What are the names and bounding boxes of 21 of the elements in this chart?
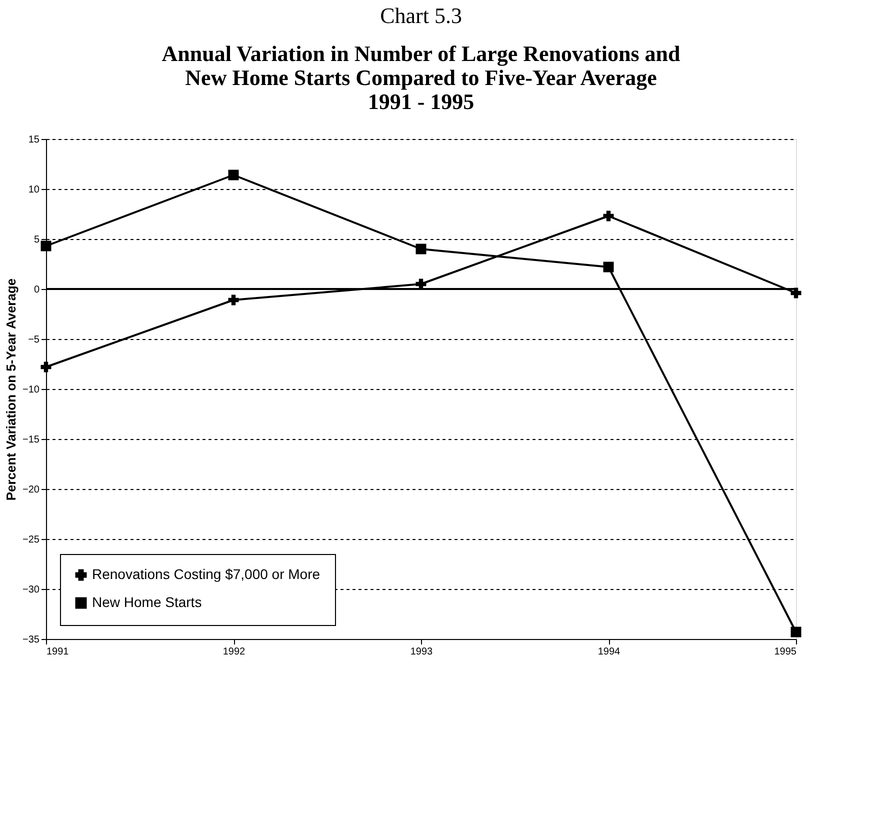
- y-tick-label: −25: [22, 534, 40, 546]
- x-tick-label: 1995: [774, 646, 797, 658]
- y-tick-label: −5: [28, 334, 40, 346]
- y-tick-label: −20: [22, 484, 40, 496]
- legend-label: New Home Starts: [92, 594, 202, 610]
- x-tick-label: 1994: [598, 646, 621, 658]
- y-tick-label: −15: [22, 434, 40, 446]
- x-tick-label: 1991: [46, 646, 70, 658]
- legend-label: Renovations Costing $7,000 or More: [92, 566, 320, 582]
- y-tick-label: −30: [22, 584, 40, 596]
- y-tick-label: 15: [28, 134, 40, 146]
- y-tick-label: 0: [34, 284, 40, 296]
- y-tick-label: −35: [22, 634, 40, 646]
- y-tick-label: −10: [22, 384, 40, 396]
- x-tick-label: 1993: [410, 646, 434, 658]
- y-tick-label: 5: [34, 234, 40, 246]
- chart-title: Chart 5.3: [380, 3, 462, 28]
- y-tick-label: 10: [28, 184, 40, 196]
- x-tick-label: 1992: [222, 646, 246, 658]
- chart-subtitle: Annual Variation in Number of Large Renovations and New Home Starts Compared to Five-Year Average 1991 - 1995: [162, 41, 680, 114]
- y-axis-title: Percent Variation on 5-Year Average: [4, 278, 19, 501]
